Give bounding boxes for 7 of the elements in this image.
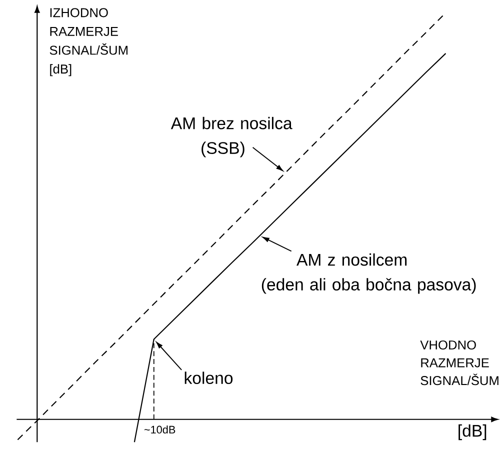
text: [dB] <box>458 424 486 440</box>
legend-label: AM z nosilcem (eden ali oba bočna pasova) <box>262 253 476 294</box>
annotation: ~10dB <box>144 426 176 434</box>
annotation: koleno <box>184 372 233 384</box>
series-label: AM brez nosilca (SSB) <box>170 116 292 158</box>
x-axis-title: VHODNO RAZMERJE SIGNAL/ŠUM <box>420 340 498 386</box>
y-axis-title: IZHODNO RAZMERJE SIGNAL/ŠUM [dB] <box>50 8 128 76</box>
